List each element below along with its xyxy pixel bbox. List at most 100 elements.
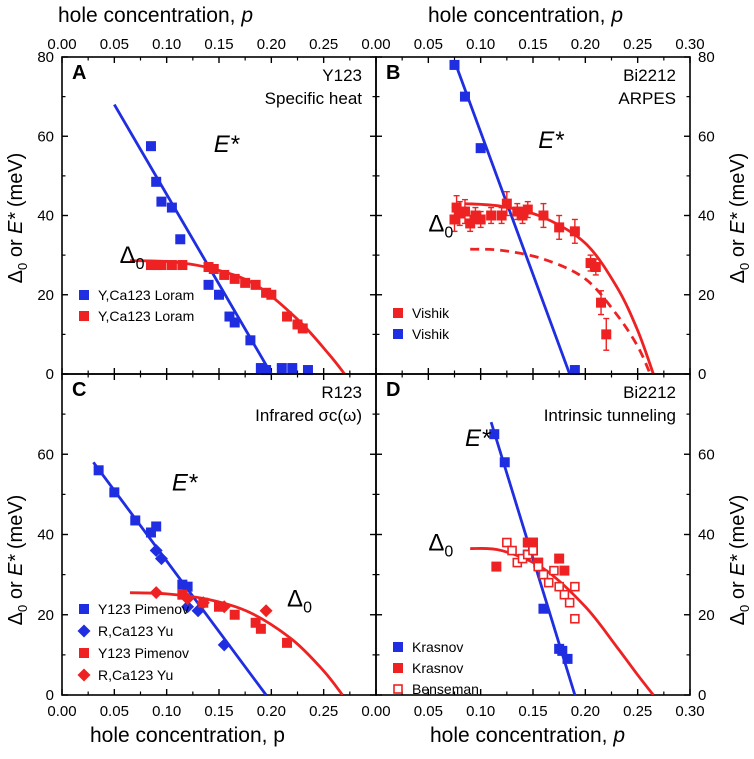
legend-label: R,Ca123 Yu <box>98 623 173 639</box>
e-star-annotation: E* <box>465 425 491 452</box>
data-point <box>177 579 188 590</box>
x-tick-label: 0.20 <box>571 36 600 53</box>
data-point <box>489 429 500 440</box>
panel-title-line: Y123 <box>322 66 362 85</box>
y-axis-label-bottom-right: Δ0 or E* (meV) <box>727 495 752 626</box>
data-point <box>569 226 580 237</box>
x-tick-label: 0.10 <box>152 36 181 53</box>
legend-marker <box>393 329 403 339</box>
data-point <box>522 204 533 215</box>
x-tick-label: 0.00 <box>47 36 76 53</box>
data-point <box>585 258 596 269</box>
data-point <box>507 545 517 556</box>
legend-marker <box>393 642 403 652</box>
data-point <box>554 553 565 564</box>
data-point <box>491 561 502 572</box>
legend-label: Krasnov <box>412 660 463 676</box>
x-tick-label: 0.25 <box>623 36 652 53</box>
data-point <box>459 206 470 217</box>
data-point <box>151 521 162 532</box>
data-point <box>93 465 104 476</box>
data-point <box>261 287 272 298</box>
panel-letter: A <box>72 62 86 84</box>
data-point <box>177 589 188 600</box>
x-tick-label: 0.20 <box>571 703 600 720</box>
x-tick-label: 0.15 <box>518 703 547 720</box>
data-point <box>499 457 510 468</box>
data-point <box>181 600 195 614</box>
legend: Vishik Vishik <box>393 305 450 342</box>
data-point <box>255 363 266 374</box>
e-star-fit-line <box>453 60 571 374</box>
data-point <box>601 329 612 340</box>
delta0-annotation: Δ0 <box>287 586 312 617</box>
data-point <box>149 586 163 600</box>
legend-marker <box>77 668 91 682</box>
data-point <box>261 365 272 376</box>
x-tick-label: 0.20 <box>257 703 286 720</box>
data-point <box>538 210 549 221</box>
legend: Y123 Pimenov R,Ca123 Yu Y123 Pimenov R,Ca12… <box>77 601 189 683</box>
data-point <box>250 279 261 290</box>
data-point <box>554 581 564 592</box>
y-axis-label-top-left: Δ0 or E* (meV) <box>5 153 30 284</box>
data-point <box>517 210 528 221</box>
legend-marker <box>79 648 89 658</box>
panel-letter: C <box>72 379 86 401</box>
legend-marker <box>79 290 89 300</box>
x-tick-label: 0.15 <box>518 36 547 53</box>
panel-title-line: Bi2212 <box>623 66 676 85</box>
y-tick-label: 20 <box>37 607 54 624</box>
data-point <box>208 263 219 274</box>
data-point <box>145 260 156 271</box>
data-point <box>250 617 261 628</box>
data-point <box>214 289 224 300</box>
delta0-fit-line <box>470 547 655 695</box>
legend-marker <box>79 311 89 321</box>
data-point <box>302 365 313 376</box>
y-tick-label: 80 <box>37 49 54 66</box>
data-point <box>570 613 580 624</box>
x-tick-label: 0.10 <box>466 703 495 720</box>
y-tick-label: 60 <box>698 446 715 463</box>
legend-label: R,Ca123 Yu <box>98 667 173 683</box>
panel-d: 0.00 0.05 0.10 0.15 0.20 0.25 0.300 20 40 60 D Bi22… <box>361 373 715 720</box>
x-tick-label: 0.00 <box>361 703 390 720</box>
data-point <box>297 323 308 334</box>
x-tick-label: 0.05 <box>100 703 129 720</box>
e-star-fit-line <box>113 103 273 374</box>
top-x-axis-label-right: hole concentration, p <box>428 4 623 27</box>
y-tick-label: 20 <box>698 607 715 624</box>
panel-b: 0.00 0.05 0.10 0.15 0.20 0.25 0.30 0 20 40 60 80 B Bi… <box>361 36 714 383</box>
legend-marker <box>393 663 403 673</box>
data-point <box>475 214 486 225</box>
data-point <box>130 515 141 526</box>
data-point <box>569 365 580 376</box>
y-tick-label: 0 <box>698 687 706 704</box>
data-point <box>182 581 193 592</box>
data-point <box>109 487 120 498</box>
legend-label: Krasnov <box>412 639 463 655</box>
data-point <box>151 260 162 271</box>
e-star-fit-line <box>92 461 268 695</box>
svg-text:hole concentration, p: hole concentration, p <box>428 4 623 27</box>
svg-text:Δ0 or E* (meV): Δ0 or E* (meV) <box>727 153 752 284</box>
y-tick-label: 0 <box>46 366 54 383</box>
data-point <box>549 565 559 576</box>
delta0-annotation: Δ0 <box>428 530 453 561</box>
legend-marker <box>79 604 89 614</box>
x-tick-label: 0.15 <box>204 36 233 53</box>
delta0-annotation: Δ0 <box>120 242 145 273</box>
svg-text:Δ0 or E* (meV): Δ0 or E* (meV) <box>5 153 30 284</box>
data-point <box>554 222 565 233</box>
y-tick-label: 40 <box>698 527 715 544</box>
x-tick-label: 0.30 <box>675 703 704 720</box>
data-point <box>177 260 188 271</box>
svg-text:hole concentration, p: hole concentration, p <box>58 4 253 27</box>
data-point <box>156 196 167 207</box>
data-point <box>245 335 256 346</box>
data-point <box>259 604 273 618</box>
data-point <box>276 363 287 374</box>
top-x-axis-label-left: hole concentration, p <box>58 4 253 27</box>
